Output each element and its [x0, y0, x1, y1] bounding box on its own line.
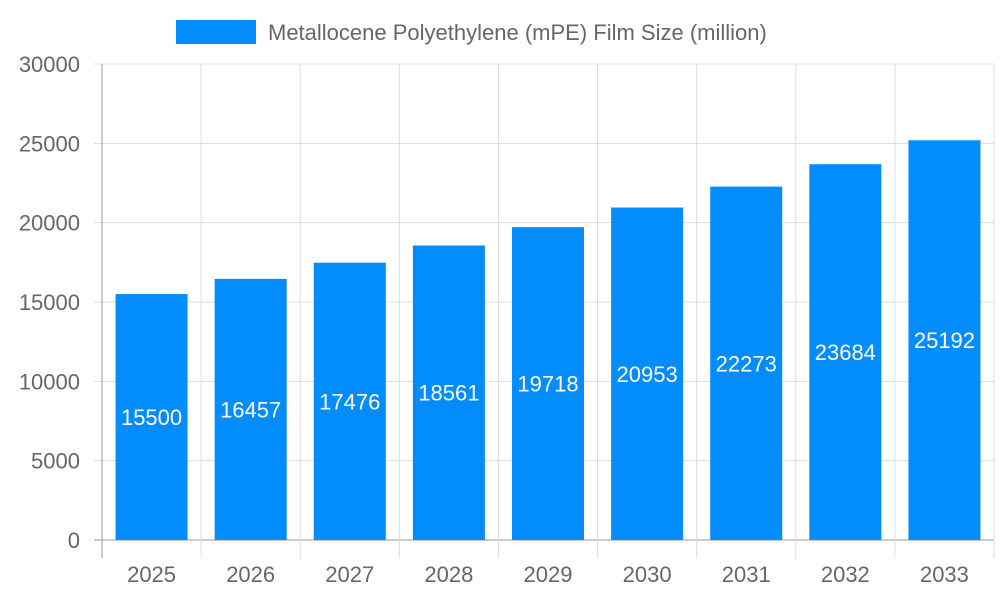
x-tick-label: 2031 [722, 562, 771, 587]
data-label: 16457 [220, 397, 281, 422]
bar [512, 227, 584, 541]
x-tick-label: 2028 [424, 562, 473, 587]
y-tick-label: 20000 [19, 211, 80, 236]
bar [611, 207, 684, 541]
bars: 15500 16457 17476 18561 19718 20953 22273 23684… [115, 140, 981, 541]
data-label: 19718 [517, 372, 578, 397]
data-label: 15500 [121, 405, 182, 430]
legend-label: Metallocene Polyethylene (mPE) Film Size… [268, 20, 767, 45]
bar [908, 140, 981, 540]
axes: 0 5000 10000 15000 20000 25000 30000 2025 2026 20… [19, 52, 969, 587]
legend[interactable]: Metallocene Polyethylene (mPE) Film Size… [176, 20, 767, 45]
x-tick-label: 2026 [226, 562, 275, 587]
bar [115, 294, 188, 540]
y-tick-label: 25000 [19, 131, 80, 156]
data-label: 20953 [617, 362, 678, 387]
x-tick-label: 2027 [325, 562, 374, 587]
data-label: 22273 [716, 351, 777, 376]
bar [809, 164, 882, 540]
y-tick-label: 0 [68, 528, 80, 553]
data-label: 25192 [914, 328, 975, 353]
grid [94, 63, 995, 558]
data-label: 17476 [319, 389, 380, 414]
y-tick-label: 10000 [19, 369, 80, 394]
data-label: 18561 [418, 381, 479, 406]
x-tick-label: 2032 [821, 562, 870, 587]
bar [214, 278, 287, 540]
x-tick-label: 2029 [524, 562, 573, 587]
y-tick-label: 15000 [19, 290, 80, 315]
bar [710, 186, 783, 540]
x-tick-label: 2033 [920, 562, 969, 587]
bar [313, 262, 386, 540]
x-tick-label: 2030 [623, 562, 672, 587]
bar [412, 245, 485, 541]
y-tick-label: 5000 [31, 449, 80, 474]
x-tick-label: 2025 [127, 562, 176, 587]
data-label: 23684 [815, 340, 876, 365]
y-tick-label: 30000 [19, 52, 80, 77]
legend-swatch [176, 20, 256, 44]
